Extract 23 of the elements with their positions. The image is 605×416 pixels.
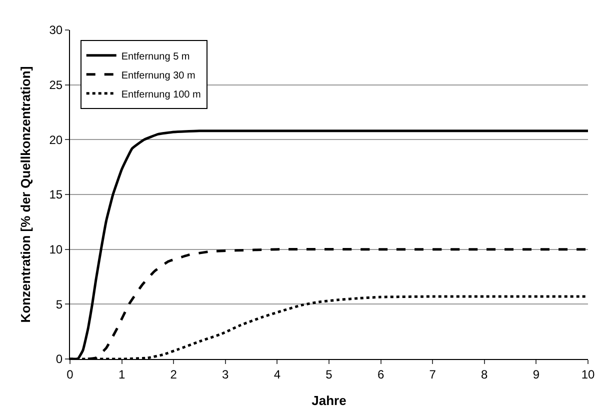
x-tick-label: 9	[532, 367, 540, 382]
x-axis-title: Jahre	[312, 393, 346, 408]
y-axis-title: Konzentration [% der Quellkonzentration]	[18, 66, 34, 323]
x-tick-label: 10	[581, 367, 595, 382]
legend-label: Entfernung 30 m	[121, 70, 196, 82]
y-tick-label: 25	[49, 78, 63, 92]
x-tick-label: 1	[118, 367, 126, 382]
x-tick-label: 6	[377, 367, 384, 382]
y-tick-label: 15	[49, 188, 63, 202]
y-tick-label: 30	[49, 23, 63, 38]
y-tick-label: 0	[56, 352, 63, 366]
y-tick-label: 10	[49, 242, 63, 257]
legend-label: Entfernung 100 m	[121, 89, 201, 100]
x-tick-label: 2	[170, 367, 178, 382]
y-tick-label: 20	[49, 132, 63, 147]
legend-label: Entfernung 5 m	[121, 51, 190, 62]
y-tick-label: 5	[56, 297, 63, 312]
x-tick-label: 5	[326, 367, 333, 382]
x-tick-label: 4	[274, 367, 281, 382]
x-tick-label: 3	[222, 367, 230, 382]
x-tick-label: 7	[429, 367, 436, 382]
x-tick-label: 8	[481, 367, 488, 382]
x-tick-label: 0	[66, 367, 74, 382]
